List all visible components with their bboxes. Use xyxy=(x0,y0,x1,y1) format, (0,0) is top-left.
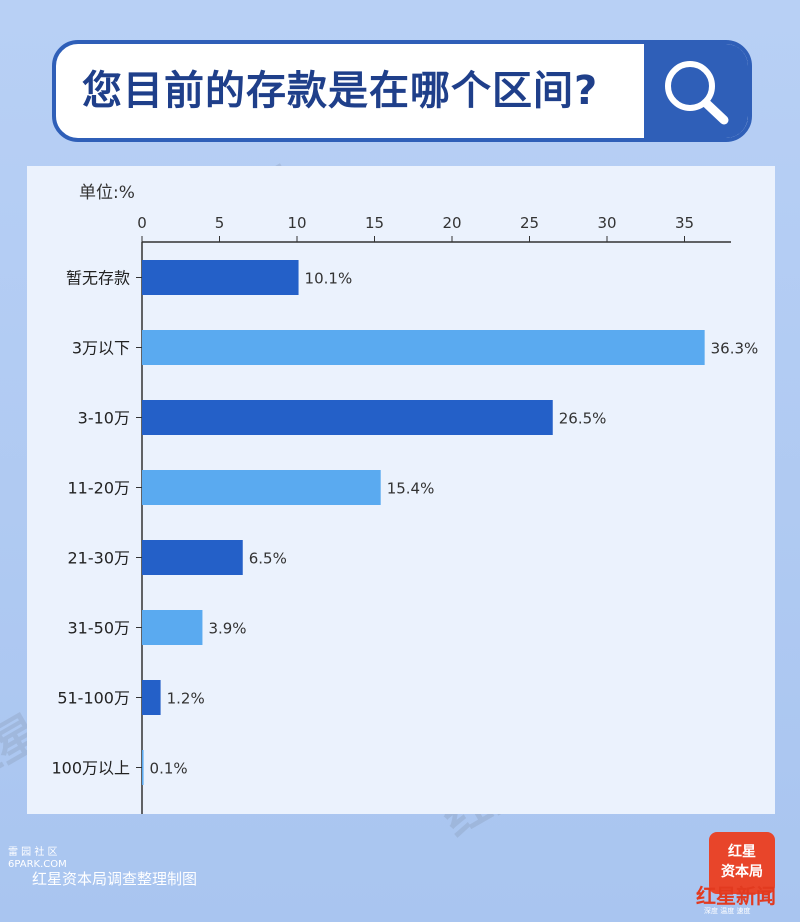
category-label: 21-30万 xyxy=(68,549,131,568)
x-tick-label: 30 xyxy=(597,214,616,232)
x-tick-label: 25 xyxy=(520,214,539,232)
bar-value-label: 15.4% xyxy=(387,480,435,498)
brand-tagline: 深度 温度 速度 xyxy=(704,907,751,915)
bar xyxy=(142,540,243,575)
category-label: 3-10万 xyxy=(78,409,130,428)
bar xyxy=(142,680,161,715)
search-icon xyxy=(665,61,729,125)
title-card: 您目前的存款是在哪个区间? xyxy=(52,40,752,142)
x-tick-label: 0 xyxy=(137,214,147,232)
bar-chart: 单位:% 0 5 10 15 20 25 30 35 暂无存款 3万以下 3-10万 11-20万 21… xyxy=(51,183,759,815)
x-tick-label: 20 xyxy=(442,214,461,232)
brand-logo: 红星 资本局 xyxy=(709,832,775,894)
bar-value-label: 3.9% xyxy=(208,620,246,638)
category-label: 31-50万 xyxy=(68,619,131,638)
brand-name: 红星新闻 xyxy=(696,884,776,908)
category-label: 11-20万 xyxy=(68,479,131,498)
logo-line1: 红星 xyxy=(728,844,756,860)
bar-value-label: 10.1% xyxy=(305,270,353,288)
bar-value-label: 36.3% xyxy=(711,340,759,358)
x-tick-label: 35 xyxy=(675,214,694,232)
search-badge xyxy=(644,44,748,138)
category-label: 暂无存款 xyxy=(66,269,130,288)
x-tick-label: 15 xyxy=(365,214,384,232)
bar xyxy=(142,470,381,505)
category-label: 51-100万 xyxy=(57,689,130,708)
category-label: 100万以上 xyxy=(51,759,130,778)
bar xyxy=(142,260,299,295)
page-title: 您目前的存款是在哪个区间? xyxy=(82,68,599,114)
source-note: 红星资本局调查整理制图 xyxy=(32,870,198,888)
unit-label: 单位:% xyxy=(79,183,135,203)
x-tick-label: 10 xyxy=(287,214,306,232)
bar-value-label: 1.2% xyxy=(167,690,205,708)
logo-line2: 资本局 xyxy=(721,864,763,880)
category-label: 3万以下 xyxy=(72,339,130,358)
bar xyxy=(142,610,203,645)
x-tick-label: 5 xyxy=(215,214,225,232)
chart-panel: 单位:% 0 5 10 15 20 25 30 35 暂无存款 3万以下 3-10万 11-20万 21… xyxy=(27,166,775,815)
bar-value-label: 6.5% xyxy=(249,550,287,568)
forum-stamp: 雷 园 社 区 6PARK.COM xyxy=(8,847,67,870)
bar xyxy=(142,400,553,435)
bar-value-label: 0.1% xyxy=(150,760,188,778)
bar xyxy=(142,750,144,785)
bar xyxy=(142,330,705,365)
bar-value-label: 26.5% xyxy=(559,410,607,428)
